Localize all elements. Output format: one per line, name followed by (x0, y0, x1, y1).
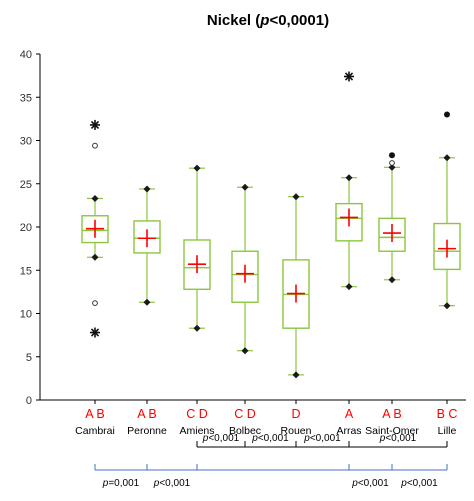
chart-title-part-2: p (259, 12, 269, 29)
category-label: Rouen (281, 425, 312, 437)
category-label: Arras (336, 425, 361, 437)
box-cambrai (81, 119, 109, 338)
comparison-brackets-black: p<0,001 p<0,001 p<0,001 p<0,001 (196, 433, 448, 448)
y-tick-label: 0 (26, 395, 32, 407)
whisker-min-marker (143, 298, 151, 306)
category-label: Amiens (179, 425, 214, 437)
comparison-black-label: p<0,001 (251, 433, 289, 444)
comparison-blue-label: p<0,001 (153, 478, 191, 489)
whisker-min-marker (345, 283, 353, 291)
extreme-point (389, 152, 395, 159)
whisker-min-marker (388, 276, 396, 284)
extreme-point (444, 111, 450, 118)
box-lille (433, 111, 461, 310)
outlier-point (92, 142, 98, 149)
y-tick-label: 20 (20, 222, 32, 234)
extreme-point (90, 119, 100, 130)
extreme-star-stroke (90, 328, 100, 337)
y-tick-label: 5 (26, 352, 32, 364)
category-label: Lille (438, 425, 457, 437)
extreme-point (344, 71, 354, 82)
group-label: C D (186, 407, 208, 421)
box-peronne (133, 185, 161, 306)
whisker-max-marker (388, 163, 396, 171)
y-tick-label: 30 (20, 136, 32, 148)
whisker-max-marker (143, 185, 151, 193)
extreme-star-stroke (90, 120, 100, 130)
group-label: A B (382, 407, 401, 421)
comparison-blue-label: p<0,001 (351, 478, 389, 489)
whisker-max-marker (292, 193, 300, 201)
chart-title: Nickel (p<0,0001) (207, 12, 329, 29)
comparison-blue-label: p<0,001 (400, 478, 438, 489)
comparison-blue-label: p=0,001 (102, 478, 140, 489)
group-label: A B (137, 407, 156, 421)
group-label: A (345, 407, 354, 421)
y-tick-label: 25 (20, 179, 32, 191)
whisker-max-marker (241, 183, 249, 191)
y-axis: 0 5 10 15 20 25 30 35 40 (20, 49, 466, 407)
whisker-max-marker (91, 194, 99, 202)
category-label: Bolbec (229, 425, 261, 437)
group-label: A B (85, 407, 104, 421)
category-labels: A B Cambrai A B Peronne C D Amiens C D Bolbec DR… (75, 400, 457, 437)
whisker-min-marker (241, 347, 249, 355)
box-arras (335, 71, 363, 291)
comparison-brackets-blue: p=0,001 p<0,001 p<0,001 p<0,001 (94, 464, 448, 489)
box-bolbec (231, 183, 259, 355)
category-label: Peronne (127, 425, 167, 437)
box-series (81, 71, 461, 379)
box-rouen (282, 193, 310, 379)
comparison-black-label: p<0,001 (303, 433, 341, 444)
y-tick-label: 40 (20, 49, 32, 61)
outlier-point (92, 300, 98, 307)
whisker-min-marker (443, 302, 451, 310)
y-tick-label: 10 (20, 309, 32, 321)
chart-title-part-1: Nickel ( (207, 12, 260, 29)
whisker-min-marker (91, 253, 99, 261)
box-amiens (183, 164, 211, 332)
whisker-max-marker (443, 154, 451, 162)
chart-title-part-3: <0,0001) (269, 12, 329, 29)
category-label: Cambrai (75, 425, 115, 437)
group-label: B C (437, 407, 458, 421)
box-saint-omer (378, 152, 406, 284)
category-label: Saint-Omer (365, 425, 419, 437)
comparison-black-label: p<0,001 (379, 433, 417, 444)
group-label: C D (234, 407, 256, 421)
y-tick-label: 15 (20, 265, 32, 277)
extreme-point (90, 327, 100, 338)
whisker-max-marker (345, 174, 353, 182)
y-tick-label: 35 (20, 92, 32, 104)
comparison-black-label: p<0,001 (202, 433, 240, 444)
outlier-point (389, 160, 395, 166)
group-label: D (291, 407, 300, 421)
extreme-star-stroke (344, 72, 354, 81)
whisker-min-marker (292, 371, 300, 379)
whisker-max-marker (193, 164, 201, 172)
whisker-min-marker (193, 324, 201, 332)
